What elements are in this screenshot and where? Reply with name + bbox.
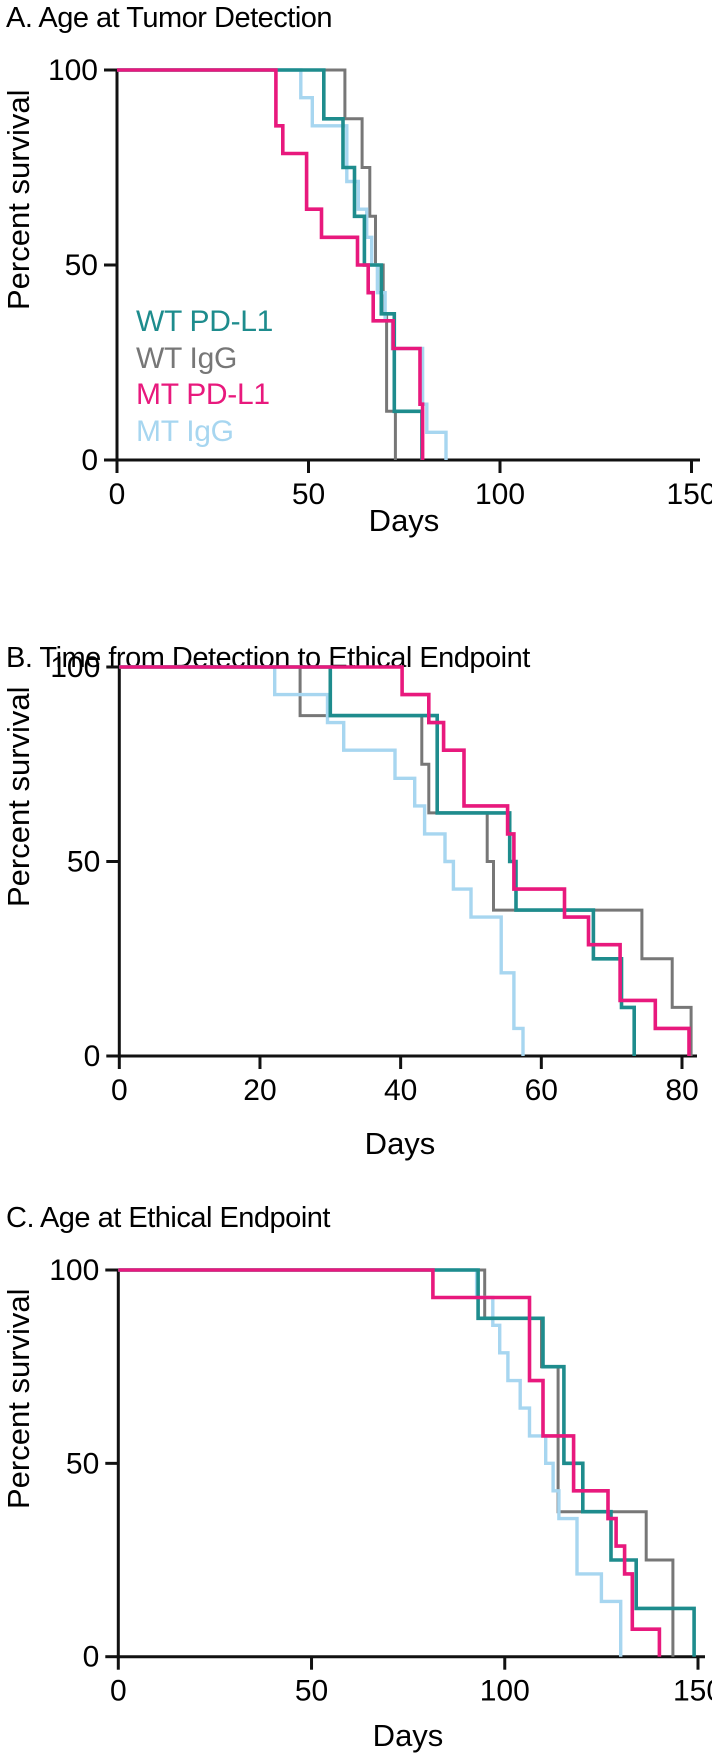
- km-curve-wt-igg: [119, 665, 693, 1056]
- x-tick-label: 0: [111, 1074, 128, 1107]
- y-tick-label: 50: [65, 249, 98, 282]
- x-tick-label: 50: [292, 478, 325, 511]
- km-curve-mt-pd-l1: [119, 665, 691, 1056]
- panel-a-title: A. Age at Tumor Detection: [6, 2, 333, 34]
- y-tick-label: 50: [67, 846, 100, 879]
- x-tick-label: 150: [673, 1675, 712, 1708]
- panel-c-x-axis-label: Days: [372, 1718, 444, 1753]
- panel-c-title: C. Age at Ethical Endpoint: [6, 1202, 330, 1234]
- y-tick-label: 0: [84, 1040, 101, 1073]
- x-tick-label: 40: [384, 1074, 417, 1107]
- legend-item-wt-pdl1: WT PD-L1: [136, 305, 274, 338]
- y-tick-label: 0: [83, 1641, 100, 1674]
- legend-item-mt-pdl1: MT PD-L1: [136, 378, 270, 411]
- y-tick-label: 100: [48, 54, 98, 87]
- km-curve-wt-igg: [117, 68, 397, 460]
- y-tick-label: 50: [66, 1447, 99, 1480]
- km-curve-wt-pd-l1: [118, 1268, 696, 1657]
- panel-b-x-axis-label: Days: [364, 1126, 436, 1161]
- x-tick-label: 80: [665, 1074, 698, 1107]
- x-tick-label: 0: [110, 1675, 127, 1708]
- km-curve-wt-pd-l1: [117, 68, 424, 460]
- x-tick-label: 0: [109, 478, 126, 511]
- km-curve-mt-pd-l1: [117, 68, 425, 460]
- y-tick-label: 100: [49, 1254, 99, 1287]
- legend-item-mt-igg: MT IgG: [136, 414, 234, 448]
- x-tick-label: 100: [480, 1675, 530, 1708]
- legend: WT PD-L1 WT IgG MT PD-L1 MT IgG: [136, 304, 273, 450]
- x-tick-label: 20: [243, 1074, 276, 1107]
- x-tick-label: 60: [525, 1074, 558, 1107]
- x-tick-label: 150: [666, 478, 712, 511]
- y-tick-label: 0: [81, 444, 98, 477]
- km-curve-mt-igg: [118, 1268, 623, 1657]
- km-curve-wt-pd-l1: [119, 665, 636, 1056]
- legend-item-wt-igg: WT IgG: [136, 341, 237, 375]
- x-tick-label: 50: [295, 1675, 328, 1708]
- panel-a-x-axis-label: Days: [368, 503, 440, 538]
- km-curve-mt-pd-l1: [118, 1268, 662, 1657]
- y-tick-label: 100: [50, 651, 100, 684]
- km-curve-wt-igg: [118, 1268, 675, 1657]
- x-tick-label: 100: [475, 478, 525, 511]
- km-curve-mt-igg: [119, 665, 525, 1056]
